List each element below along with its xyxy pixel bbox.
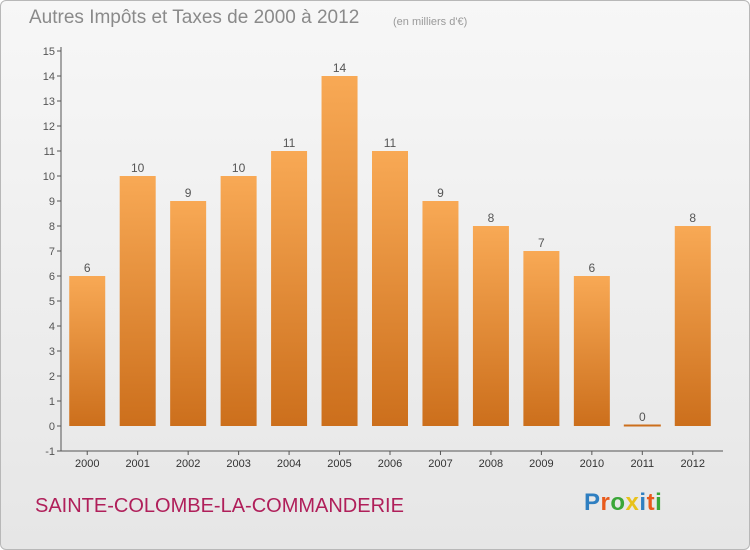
y-tick-label: 7 bbox=[49, 246, 55, 258]
x-tick-label: 2009 bbox=[529, 458, 553, 470]
y-tick-label: 14 bbox=[43, 71, 55, 83]
bar-2005 bbox=[321, 76, 358, 426]
y-tick-label: 13 bbox=[43, 96, 55, 108]
bar-2001 bbox=[119, 176, 156, 426]
chart-subtitle: (en milliers d'€) bbox=[393, 16, 468, 28]
bar-value-label: 9 bbox=[185, 186, 192, 200]
logo-letter: P bbox=[584, 489, 601, 516]
y-tick-label: -1 bbox=[45, 446, 55, 458]
logo-letter: i bbox=[639, 489, 647, 516]
bar-2011 bbox=[623, 424, 661, 427]
logo-letter: o bbox=[610, 489, 626, 516]
y-tick-label: 1 bbox=[49, 396, 55, 408]
x-tick-label: 2001 bbox=[125, 458, 149, 470]
bar-2010 bbox=[573, 276, 610, 426]
bar-2008 bbox=[472, 226, 509, 426]
proxiti-logo: Proxiti bbox=[584, 489, 662, 517]
x-tick-label: 2000 bbox=[75, 458, 99, 470]
bar-value-label: 6 bbox=[589, 261, 596, 275]
x-tick-label: 2003 bbox=[226, 458, 250, 470]
y-tick-label: 15 bbox=[43, 46, 55, 58]
y-tick-label: 3 bbox=[49, 346, 55, 358]
y-tick-label: 2 bbox=[49, 371, 55, 383]
commune-name: SAINTE-COLOMBE-LA-COMMANDERIE bbox=[35, 495, 404, 517]
bar-value-label: 9 bbox=[437, 186, 444, 200]
bar-2000 bbox=[69, 276, 106, 426]
y-tick-label: 8 bbox=[49, 221, 55, 233]
x-tick-label: 2002 bbox=[176, 458, 200, 470]
logo-letter: r bbox=[600, 489, 611, 516]
x-tick-label: 2007 bbox=[428, 458, 452, 470]
y-tick-label: 10 bbox=[43, 171, 55, 183]
bar-value-label: 8 bbox=[488, 211, 495, 225]
bar-value-label: 10 bbox=[232, 161, 246, 175]
y-tick-label: 0 bbox=[49, 421, 55, 433]
bar-value-label: 10 bbox=[131, 161, 145, 175]
y-tick-label: 11 bbox=[44, 146, 55, 158]
bar-2012 bbox=[674, 226, 711, 426]
bar-value-label: 14 bbox=[333, 61, 347, 75]
bar-2007 bbox=[422, 201, 459, 426]
bar-2003 bbox=[220, 176, 257, 426]
y-tick-label: 5 bbox=[49, 296, 55, 308]
x-tick-label: 2004 bbox=[277, 458, 301, 470]
bar-value-label: 6 bbox=[84, 261, 91, 275]
x-tick-label: 2011 bbox=[630, 458, 654, 470]
y-tick-label: 6 bbox=[49, 271, 55, 283]
x-tick-label: 2005 bbox=[327, 458, 351, 470]
bar-2009 bbox=[523, 251, 560, 426]
x-tick-label: 2006 bbox=[378, 458, 402, 470]
logo-letter: i bbox=[655, 489, 663, 516]
x-tick-label: 2008 bbox=[479, 458, 503, 470]
x-tick-label: 2010 bbox=[580, 458, 604, 470]
bar-2004 bbox=[271, 151, 308, 426]
chart-title: Autres Impôts et Taxes de 2000 à 2012 bbox=[29, 7, 360, 28]
bar-2006 bbox=[372, 151, 408, 426]
bar-value-label: 7 bbox=[538, 236, 545, 250]
logo-letter: t bbox=[646, 489, 656, 516]
bar-value-label: 0 bbox=[639, 410, 646, 424]
bar-value-label: 11 bbox=[283, 136, 296, 150]
y-tick-label: 12 bbox=[43, 121, 55, 133]
y-tick-label: 9 bbox=[49, 196, 55, 208]
x-tick-label: 2012 bbox=[681, 458, 705, 470]
logo-letter: x bbox=[625, 489, 640, 516]
bar-2002 bbox=[170, 201, 207, 426]
bar-value-label: 8 bbox=[689, 211, 696, 225]
y-tick-label: 4 bbox=[49, 321, 55, 333]
bar-value-label: 11 bbox=[384, 136, 397, 150]
